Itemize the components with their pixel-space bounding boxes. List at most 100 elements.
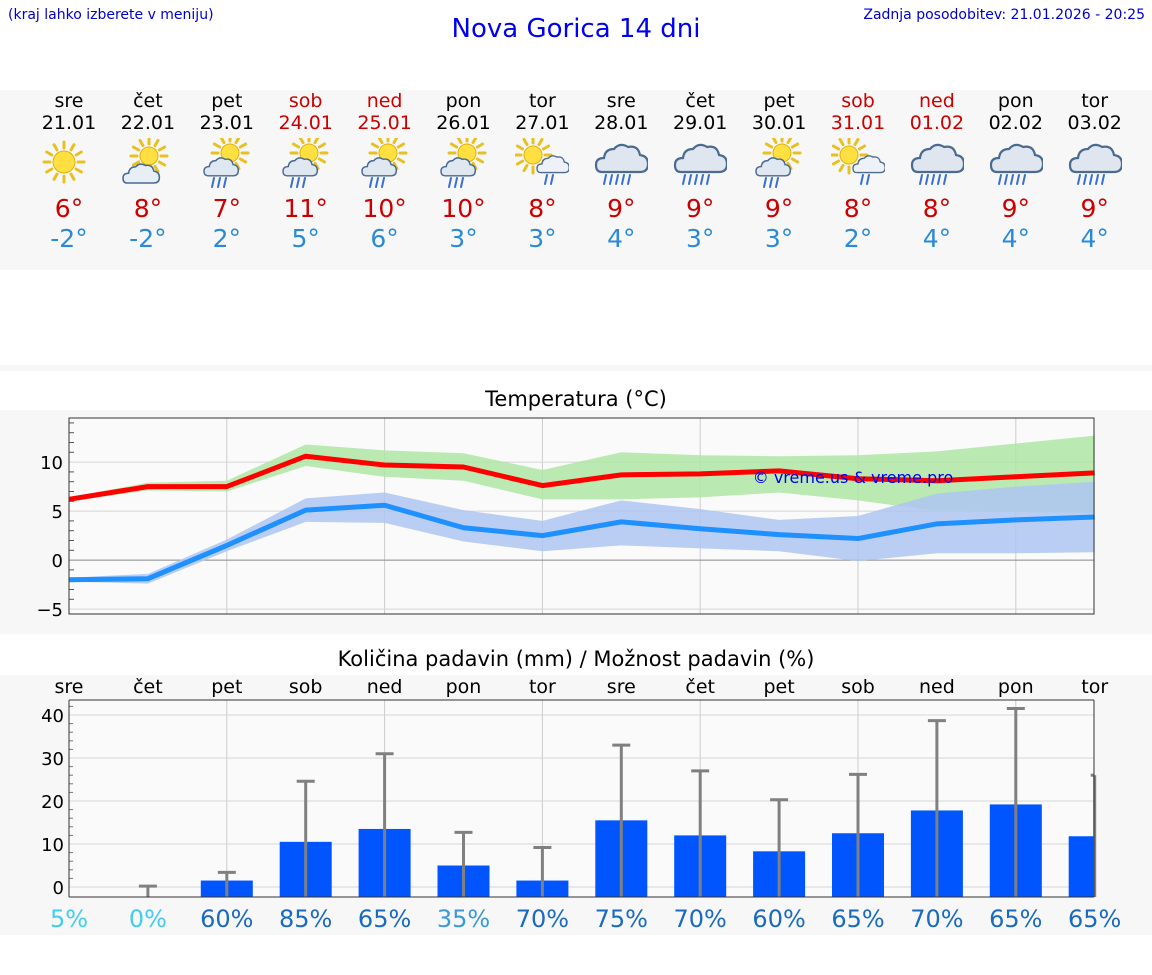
location-menu-hint: (kraj lahko izberete v meniju) xyxy=(8,7,214,23)
forecast-day: sob 24.01 11° 5° xyxy=(266,90,346,254)
high-temp: 8° xyxy=(528,194,557,223)
day-name: sre xyxy=(606,90,636,112)
day-date: 25.01 xyxy=(357,112,412,134)
high-temp: 8° xyxy=(843,194,873,223)
day-name: tor xyxy=(1081,90,1109,112)
temp-ytick-label: 0 xyxy=(52,551,63,572)
precip-day-label: čet xyxy=(133,676,163,698)
precip-day-label: sre xyxy=(55,676,84,698)
precip-ytick-label: 30 xyxy=(41,749,64,770)
high-temp: 9° xyxy=(1001,194,1030,223)
precip-day-label: sob xyxy=(289,676,323,698)
precip-bar xyxy=(1068,836,1094,897)
day-name: sob xyxy=(841,90,875,112)
forecast-days-band xyxy=(0,90,1152,270)
precip-day-label: pet xyxy=(211,676,242,698)
forecast-day: ned 25.01 10° 6° xyxy=(345,90,425,254)
high-temp: 9° xyxy=(607,194,636,223)
precip-probability: 65% xyxy=(989,905,1042,933)
forecast-day: čet 29.01 9° 3° xyxy=(660,90,740,254)
precip-probability: 75% xyxy=(595,905,648,933)
day-date: 28.01 xyxy=(594,112,649,134)
precip-probability: 60% xyxy=(752,905,805,933)
high-temp: 11° xyxy=(283,194,328,223)
precip-day-label: čet xyxy=(685,676,715,698)
forecast-day: ned 01.02 8° 4° xyxy=(897,90,977,254)
forecast-day: čet 22.01 8° -2° xyxy=(108,90,188,254)
day-date: 31.01 xyxy=(830,112,886,134)
low-temp: 4° xyxy=(1001,224,1030,253)
day-date: 29.01 xyxy=(672,112,728,134)
low-temp: 2° xyxy=(212,224,241,253)
day-name: čet xyxy=(133,90,163,112)
precip-day-label: tor xyxy=(1081,676,1108,698)
low-temp: -2° xyxy=(129,224,167,253)
day-date: 21.01 xyxy=(41,112,97,134)
precip-ytick-label: 0 xyxy=(53,878,64,899)
low-temp: 3° xyxy=(449,224,478,253)
low-temp: 2° xyxy=(843,224,873,253)
day-name: ned xyxy=(918,90,955,112)
high-temp: 10° xyxy=(362,194,407,223)
sun-small-cloud-rain-icon xyxy=(829,135,886,188)
precip-probability: 70% xyxy=(516,905,569,933)
precip-ytick-label: 40 xyxy=(41,706,64,727)
high-temp: 8° xyxy=(922,194,952,223)
day-date: 23.01 xyxy=(199,112,254,134)
temp-ytick-label: 10 xyxy=(40,453,63,474)
cloud-rain-icon xyxy=(673,138,729,188)
precip-probability: 65% xyxy=(358,905,411,933)
low-temp: -2° xyxy=(50,224,88,253)
forecast-day: sre 28.01 9° 4° xyxy=(581,90,661,254)
low-temp: 4° xyxy=(607,224,636,253)
forecast-day: sre 21.01 6° -2° xyxy=(29,90,109,254)
day-date: 02.02 xyxy=(988,112,1043,134)
day-name: čet xyxy=(685,90,715,112)
forecast-day: pon 02.02 9° 4° xyxy=(976,90,1056,254)
day-date: 22.01 xyxy=(120,112,176,134)
temp-ytick-label: −5 xyxy=(36,600,63,621)
day-name: pet xyxy=(211,90,243,112)
low-temp: 4° xyxy=(922,224,952,253)
precip-day-label: sre xyxy=(607,676,636,698)
precip-probability: 60% xyxy=(200,905,253,933)
sun-small-cloud-rain-icon xyxy=(513,135,571,188)
precipitation-chart-title: Količina padavin (mm) / Možnost padavin … xyxy=(337,647,815,671)
forecast-day: tor 03.02 9° 4° xyxy=(1055,90,1135,254)
section-divider xyxy=(0,365,1152,371)
high-temp: 9° xyxy=(1080,194,1109,223)
day-date: 26.01 xyxy=(436,112,491,134)
max-temp-band xyxy=(69,435,1095,514)
temp-plot-frame xyxy=(68,417,1095,615)
temp-ytick-label: 5 xyxy=(52,502,63,523)
day-name: sre xyxy=(54,90,84,112)
precip-probability: 35% xyxy=(437,905,490,933)
precip-probability: 70% xyxy=(910,905,963,933)
precip-probability: 0% xyxy=(129,905,167,933)
precip-probability: 85% xyxy=(279,905,332,933)
precip-day-label: tor xyxy=(529,676,556,698)
last-updated: Zadnja posodobitev: 21.01.2026 - 20:25 xyxy=(863,7,1145,23)
day-date: 27.01 xyxy=(515,112,570,134)
precip-day-label: pet xyxy=(763,676,794,698)
day-date: 24.01 xyxy=(278,112,333,134)
day-name: pet xyxy=(763,90,795,112)
forecast-day: pet 30.01 9° 3° xyxy=(739,90,819,254)
precip-probability: 5% xyxy=(50,905,88,933)
high-temp: 9° xyxy=(685,194,715,223)
sun-cloud-rain-icon xyxy=(752,133,806,188)
high-temp: 7° xyxy=(212,194,241,223)
forecast-day: sob 31.01 8° 2° xyxy=(818,90,898,254)
low-temp: 5° xyxy=(291,224,320,253)
day-name: ned xyxy=(366,90,403,112)
high-temp: 9° xyxy=(764,194,794,223)
sun-cloud-rain-icon xyxy=(279,133,333,188)
day-date: 30.01 xyxy=(751,112,807,134)
forecast-day: pon 26.01 10° 3° xyxy=(424,90,504,254)
precip-day-label: ned xyxy=(367,676,403,698)
sun-icon xyxy=(42,138,96,188)
precip-day-label: ned xyxy=(919,676,955,698)
precip-ytick-label: 10 xyxy=(41,835,64,856)
high-temp: 6° xyxy=(54,194,84,223)
forecast-day: pet 23.01 7° 2° xyxy=(187,90,267,254)
